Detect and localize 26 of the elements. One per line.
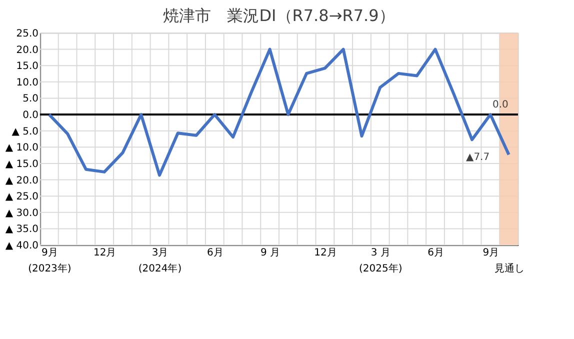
- y-tick-label: ▲ 30.0: [5, 208, 38, 219]
- x-tick-label: 12月: [93, 248, 116, 258]
- y-tick-label: ▲ 15.0: [5, 158, 38, 170]
- y-tick-label: 15.0: [16, 61, 38, 72]
- annotation: ▲7.7: [466, 152, 490, 163]
- y-tick-label: ▲ 10.0: [5, 142, 38, 154]
- y-tick-label: ▲ 35.0: [5, 224, 38, 236]
- x-tick-label: 9月: [482, 248, 500, 258]
- chart-title: 焼津市 業況DI（R7.8→R7.9）: [163, 6, 395, 25]
- y-tick-label: 10.0: [16, 77, 38, 88]
- x-tick-label: 3月 (2024年): [138, 248, 182, 274]
- y-tick-label: ▲ 25.0: [5, 192, 38, 203]
- x-tick-label: 見通し: [494, 262, 524, 274]
- y-tick-label: ▲ 5.0: [12, 126, 38, 138]
- x-tick-label: 6月: [428, 248, 444, 258]
- x-tick-label: 3 月 (2025年): [358, 248, 402, 274]
- y-tick-label: 20.0: [16, 44, 38, 56]
- x-tick-label: 9 月: [260, 248, 280, 258]
- y-tick-label: ▲ 20.0: [5, 175, 38, 186]
- x-tick-label: 12月: [314, 248, 337, 258]
- y-tick-label: 5.0: [22, 94, 38, 105]
- y-tick-label: 0.0: [22, 110, 38, 122]
- line-series: [48, 48, 510, 177]
- y-tick-label: 25.0: [16, 28, 38, 40]
- annotation: 0.0: [492, 100, 508, 111]
- x-tick-label: 6月: [206, 248, 224, 258]
